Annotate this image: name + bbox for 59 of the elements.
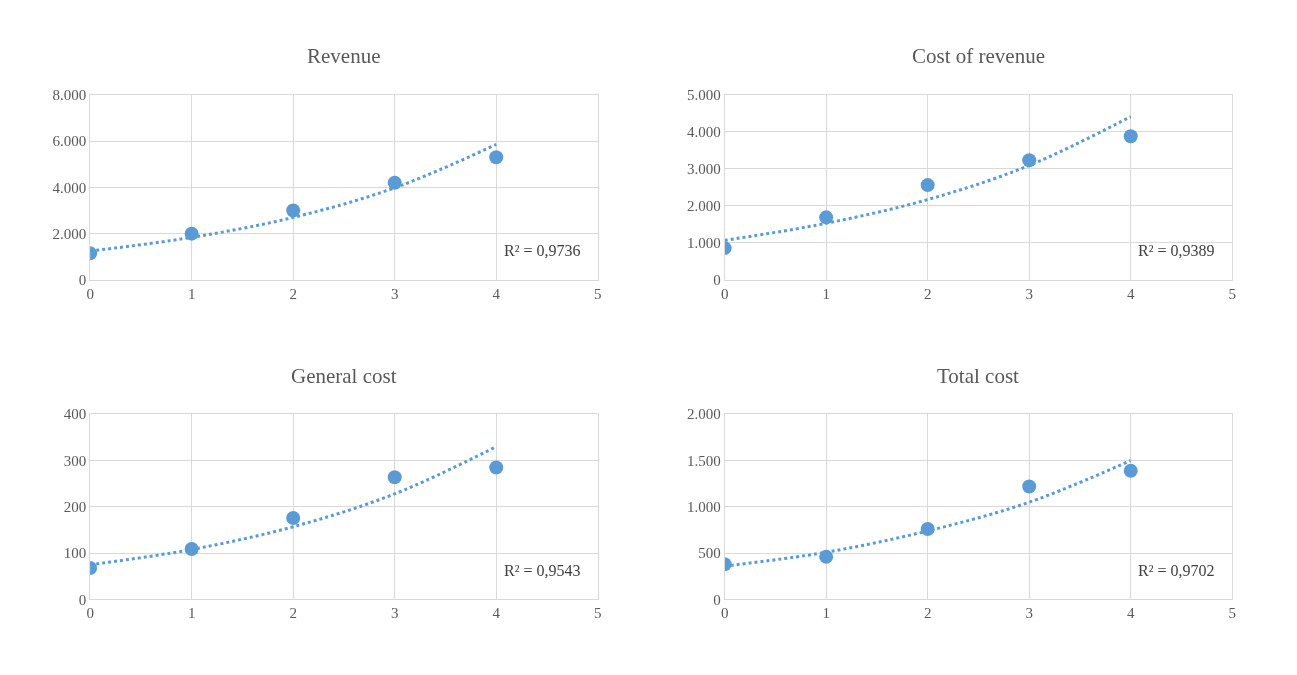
annotation: R² = 0,9736: [504, 242, 581, 259]
y-tick-label: 6.000: [52, 133, 87, 150]
y-tick-label: 1.000: [686, 235, 721, 252]
x-tick-label: 2: [289, 285, 297, 302]
y-tick-label: 3.000: [686, 161, 721, 178]
y-tick-label: 1.000: [686, 499, 721, 516]
y-tick-label: 300: [63, 452, 87, 469]
y-tick-label: 200: [63, 499, 87, 516]
x-tick-label: 2: [289, 605, 297, 622]
x-tick-label: 5: [593, 605, 602, 622]
y-tick-label: 100: [63, 545, 87, 562]
point: [1123, 129, 1138, 144]
chart-title: Revenue: [307, 44, 381, 68]
annotation: R² = 0,9543: [504, 562, 581, 579]
x-tick-label: 5: [1228, 285, 1236, 302]
point: [819, 210, 834, 225]
y-tick-label: 5.000: [686, 86, 721, 103]
x-tick-label: 1: [822, 605, 830, 622]
y-tick-label: 0: [78, 591, 87, 608]
point: [387, 470, 402, 485]
y-tick-label: 2.000: [686, 406, 721, 423]
x-tick-label: 1: [187, 285, 196, 302]
y-tick-label: 0: [713, 272, 721, 289]
x-tick-label: 1: [187, 605, 196, 622]
x-tick-label: 5: [593, 285, 602, 302]
point: [489, 460, 504, 475]
x-tick-label: 4: [492, 605, 501, 622]
y-tick-label: 1.500: [686, 452, 721, 469]
annotation: R² = 0,9702: [1138, 562, 1215, 579]
x-tick-label: 5: [1228, 605, 1236, 622]
chart-title: General cost: [291, 364, 397, 388]
x-tick-label: 3: [1025, 605, 1033, 622]
x-tick-label: 4: [1126, 285, 1135, 302]
x-tick-label: 4: [1126, 605, 1135, 622]
point: [286, 203, 301, 218]
x-tick-label: 1: [822, 285, 830, 302]
x-tick-label: 3: [390, 605, 399, 622]
y-tick-label: 400: [63, 406, 87, 423]
chart-title: Cost of revenue: [912, 44, 1045, 68]
y-tick-label: 2.000: [686, 198, 721, 215]
y-tick-label: 2.000: [52, 225, 87, 242]
annotation: R² = 0,9389: [1138, 242, 1215, 259]
x-tick-label: 3: [1025, 285, 1033, 302]
point: [920, 178, 935, 193]
x-tick-label: 4: [492, 285, 501, 302]
y-tick-label: 500: [698, 545, 721, 562]
x-tick-label: 3: [390, 285, 399, 302]
point: [489, 150, 504, 165]
x-tick-label: 2: [923, 285, 932, 302]
y-tick-label: 0: [78, 272, 87, 289]
point: [1022, 479, 1037, 494]
y-tick-label: 0: [713, 591, 721, 608]
point: [1123, 463, 1138, 478]
x-tick-label: 2: [923, 605, 932, 622]
point: [286, 510, 301, 525]
y-tick-label: 4.000: [52, 179, 87, 196]
chart-title: Total cost: [937, 364, 1020, 388]
y-tick-label: 4.000: [686, 123, 721, 140]
y-tick-label: 8.000: [52, 86, 87, 103]
